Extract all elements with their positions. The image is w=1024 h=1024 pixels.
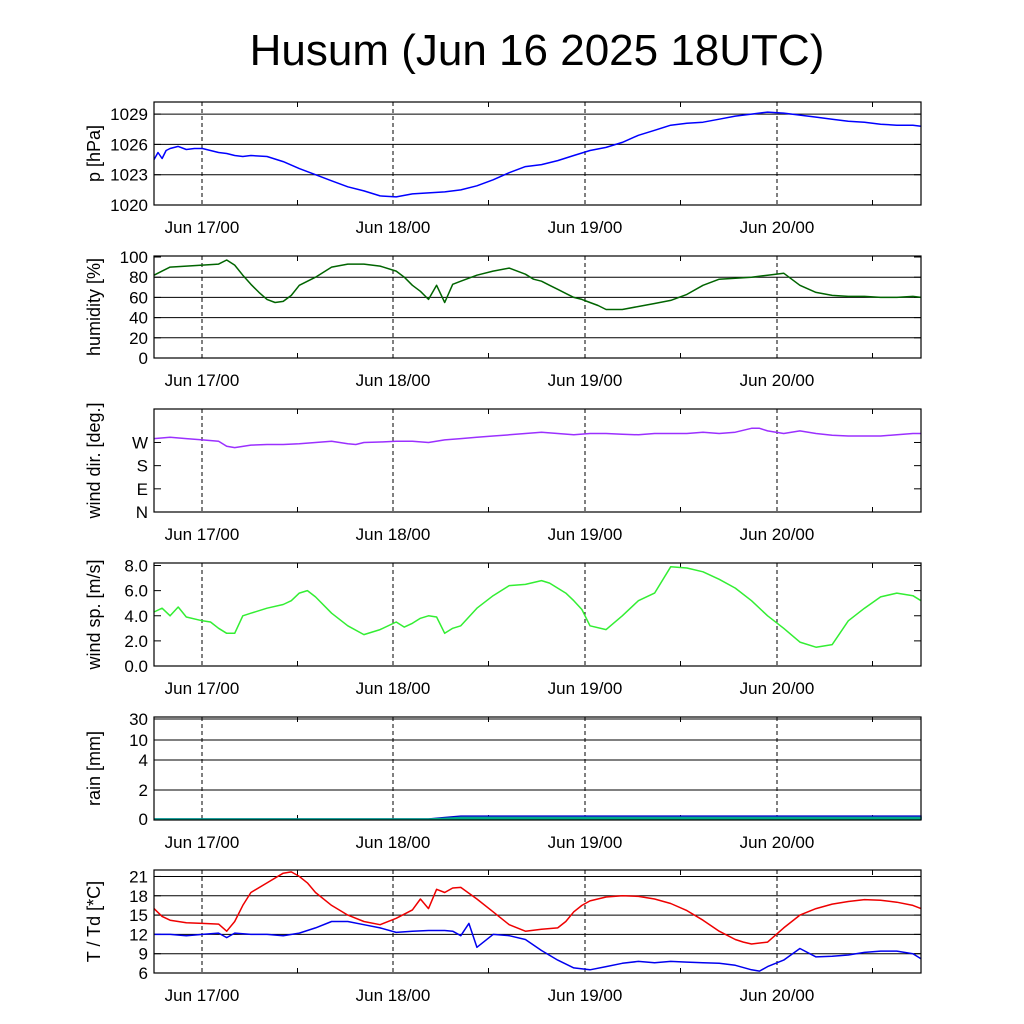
y-tick-label: 1029 (110, 105, 148, 124)
wind-speed-line-0 (153, 566, 922, 648)
x-tick-label: Jun 18/00 (356, 679, 431, 698)
y-tick-label: 18 (129, 887, 148, 906)
x-tick-label: Jun 17/00 (165, 986, 240, 1005)
temperature-and-dewpoint-line-1 (154, 920, 922, 972)
x-tick-label: Jun 18/00 (356, 525, 431, 544)
y-axis-label: rain [mm] (84, 731, 104, 806)
y-tick-label: 2.0 (124, 632, 148, 651)
x-tick-label: Jun 20/00 (740, 986, 815, 1005)
x-tick-label: Jun 17/00 (165, 525, 240, 544)
y-tick-label: 12 (129, 925, 148, 944)
y-tick-label: 0 (139, 810, 148, 829)
x-tick-label: Jun 20/00 (740, 679, 815, 698)
rain-area-1 (154, 816, 922, 820)
panel-frame (153, 101, 922, 206)
y-axis-label: p [hPa] (84, 125, 104, 182)
x-tick-label: Jun 19/00 (548, 371, 623, 390)
y-tick-label: 6 (139, 964, 148, 983)
y-axis-label: wind sp. [m/s] (84, 559, 104, 670)
y-tick-label: 30 (129, 710, 148, 729)
x-tick-label: Jun 18/00 (356, 218, 431, 237)
panel-0: 1020 1023 1026 1029 Jun 17/00 Jun 18/00 Jun 19… (84, 101, 922, 237)
y-tick-label: N (136, 503, 148, 522)
y-tick-label: 8.0 (124, 557, 148, 576)
y-tick-label: 1026 (110, 135, 148, 154)
x-tick-label: Jun 17/00 (165, 218, 240, 237)
panel-frame (153, 408, 922, 513)
humidity-line-0 (153, 259, 922, 311)
y-axis-label: wind dir. [deg.] (84, 402, 104, 519)
x-tick-label: Jun 18/00 (356, 986, 431, 1005)
panel-frame (153, 869, 922, 974)
y-tick-label: 60 (129, 288, 148, 307)
y-tick-label: W (132, 433, 148, 452)
pressure-line-0 (153, 111, 922, 198)
x-tick-label: Jun 18/00 (356, 833, 431, 852)
y-tick-label: 0.0 (124, 657, 148, 676)
wind-direction-line-0 (153, 427, 921, 449)
x-tick-label: Jun 19/00 (548, 986, 623, 1005)
y-tick-label: 40 (129, 309, 148, 328)
temperature-and-dewpoint-line-0 (153, 871, 922, 945)
x-tick-label: Jun 19/00 (548, 679, 623, 698)
y-tick-label: 21 (129, 867, 148, 886)
y-tick-label: 1023 (110, 166, 148, 185)
y-tick-label: 20 (129, 329, 148, 348)
y-tick-label: 6.0 (124, 582, 148, 601)
y-axis-label: T / Td [*C] (84, 881, 104, 962)
x-tick-label: Jun 18/00 (356, 371, 431, 390)
x-tick-label: Jun 20/00 (740, 833, 815, 852)
y-tick-label: 80 (129, 268, 148, 287)
x-tick-label: Jun 19/00 (548, 218, 623, 237)
y-axis-label: humidity [%] (84, 258, 104, 356)
x-tick-label: Jun 17/00 (165, 371, 240, 390)
x-tick-label: Jun 19/00 (548, 525, 623, 544)
y-tick-label: S (137, 457, 148, 476)
panel-frame (153, 255, 922, 359)
y-tick-label: 0 (139, 349, 148, 368)
x-tick-label: Jun 20/00 (740, 218, 815, 237)
y-tick-label: 15 (129, 906, 148, 925)
panel-4: 0 2 410 30 Jun 17/00 Jun 18/00 Jun 19/00 Jun 20… (84, 710, 922, 852)
y-tick-label: 1020 (110, 196, 148, 215)
y-tick-label: 9 (139, 945, 148, 964)
panel-frame (153, 716, 922, 821)
y-tick-label: 100 (120, 248, 148, 267)
panel-3: 0.0 2.0 4.0 6.0 8.0 Jun 17/00 Jun 18/00 Jun 19/… (84, 557, 922, 698)
y-tick-label: 10 (129, 731, 148, 750)
x-tick-label: Jun 17/00 (165, 833, 240, 852)
x-tick-label: Jun 20/00 (740, 371, 815, 390)
y-tick-label: 2 (139, 781, 148, 800)
chart-title: Husum (Jun 16 2025 18UTC) (249, 26, 825, 75)
panel-frame (153, 562, 922, 667)
y-tick-label: 4 (139, 751, 148, 770)
x-tick-label: Jun 19/00 (548, 833, 623, 852)
y-tick-label: 4.0 (124, 607, 148, 626)
x-tick-label: Jun 20/00 (740, 525, 815, 544)
x-tick-label: Jun 17/00 (165, 679, 240, 698)
y-tick-label: E (137, 480, 148, 499)
